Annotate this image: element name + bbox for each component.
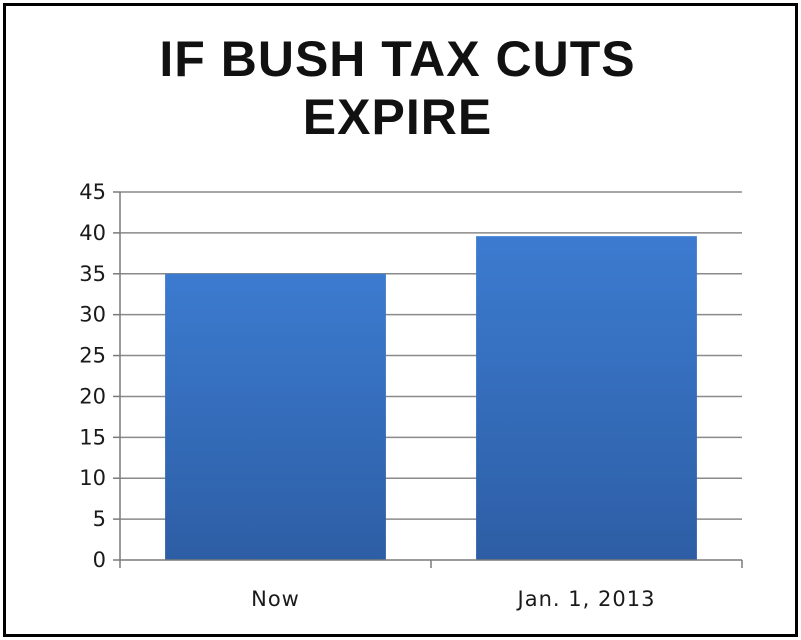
y-tick-label: 15 — [79, 425, 106, 449]
y-tick-label: 5 — [93, 507, 106, 531]
y-tick-label: 25 — [79, 344, 106, 368]
y-tick-labels: 0 5 10 15 20 25 30 35 40 45 — [79, 180, 106, 572]
chart-title-line-1: IF BUSH TAX CUTS — [159, 31, 636, 87]
chart-title: IF BUSH TAX CUTS EXPIRE — [0, 30, 795, 146]
y-tick-label: 20 — [79, 384, 106, 408]
bar-1 — [476, 236, 697, 560]
x-category-label: Now — [251, 587, 300, 611]
bars — [165, 236, 697, 560]
x-category-labels: Now Jan. 1, 2013 — [251, 587, 656, 611]
y-tick-label: 10 — [79, 466, 106, 490]
y-tick-label: 35 — [79, 262, 106, 286]
y-tick-label: 30 — [79, 303, 106, 327]
x-category-label: Jan. 1, 2013 — [516, 587, 656, 611]
axes — [113, 191, 743, 568]
chart-title-line-2: EXPIRE — [302, 89, 493, 145]
y-tick-label: 40 — [79, 221, 106, 245]
bar-0 — [165, 273, 386, 560]
y-tick-label: 45 — [79, 180, 106, 204]
y-tick-label: 0 — [93, 548, 106, 572]
